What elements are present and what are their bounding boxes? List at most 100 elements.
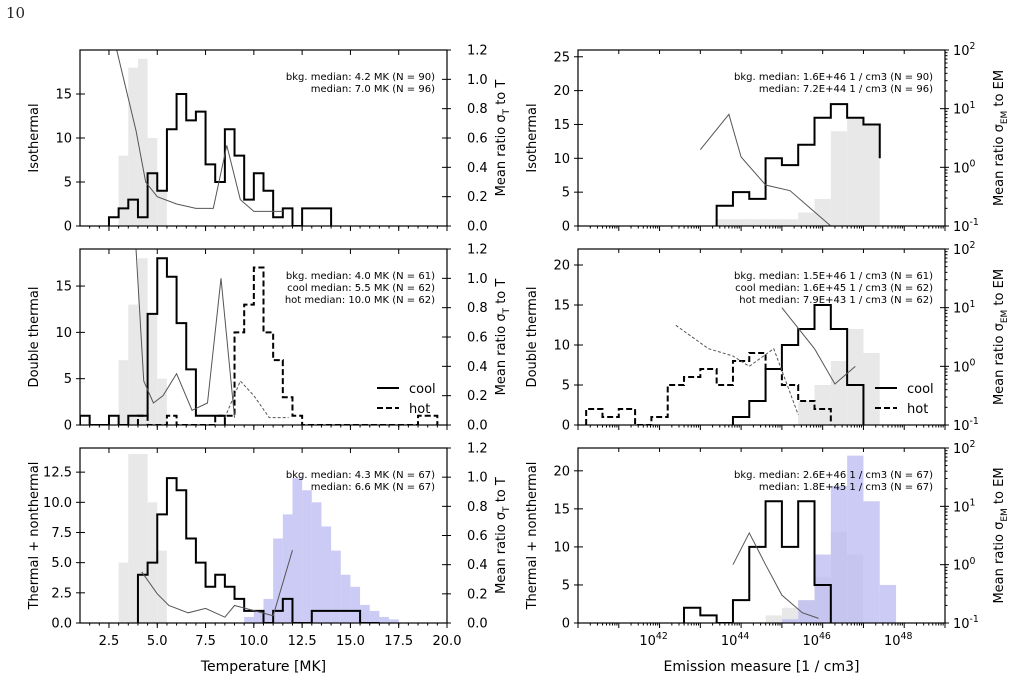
axes-frame	[577, 49, 946, 227]
y2-tick-label: 102	[953, 41, 976, 59]
annotation-text: cool median: 1.6E+45 1 / cm3 (N = 62)	[735, 283, 933, 294]
y2-tick-label: 1.0	[467, 272, 488, 287]
y2-tick-label: 0.0	[467, 617, 488, 632]
step-line-main	[715, 103, 881, 226]
y-axis-label: Isothermal	[27, 103, 42, 172]
hist-bar	[765, 615, 782, 623]
y-axis-label: Isothermal	[525, 103, 540, 172]
legend-label: hot	[907, 402, 928, 417]
y-tick-label: 0.0	[51, 617, 72, 632]
chart-panel-EM-iso: 0 5 10 15 20 25 10-1 100 101 102 Isothermal Mean ra…	[525, 41, 1010, 235]
y2-tick-label: 0.6	[467, 529, 488, 544]
y2-axis-label: Mean ratio σEM to EM	[992, 70, 1010, 206]
y-tick-label: 25	[553, 50, 570, 65]
hist-bar	[814, 385, 831, 425]
y-tick-label: 2.5	[51, 586, 72, 601]
y2-tick-label: 0.4	[467, 558, 488, 573]
hist-bar	[879, 584, 897, 623]
y-tick-label: 5	[562, 186, 570, 201]
y-tick-label: 12.5	[43, 466, 72, 481]
y-tick-label: 15	[553, 118, 570, 133]
annotation-text: median: 7.0 MK (N = 96)	[311, 84, 435, 95]
hist-bar	[830, 486, 848, 623]
hist-bar	[302, 490, 312, 623]
annotation-text: cool median: 5.5 MK (N = 62)	[287, 283, 435, 294]
y2-tick-label: 0.2	[467, 190, 488, 205]
legend-label: hot	[409, 402, 430, 417]
legend-label: cool	[907, 382, 934, 397]
hist-bar	[157, 550, 167, 623]
hist-bar	[350, 586, 361, 623]
x-tick-label: 1046	[802, 631, 830, 649]
y2-tick-label: 0.8	[467, 102, 488, 117]
y-axis-label: Double thermal	[525, 287, 540, 388]
y2-tick-label: 1.0	[467, 471, 488, 486]
y-tick-label: 10.0	[43, 496, 72, 511]
y-tick-label: 20	[553, 464, 570, 479]
y2-tick-label: 0.4	[467, 161, 488, 176]
hist-bar	[128, 454, 138, 623]
chart-panel-T-double: 0 5 10 15 0.0 0.2 0.4 0.6 0.8 1.0 1.2 Double therma…	[27, 243, 512, 434]
y-tick-label: 10	[553, 339, 570, 354]
y-axis-label: Thermal + nonthermal	[27, 462, 42, 611]
annotation-text: median: 1.8E+45 1 / cm3 (N = 67)	[759, 482, 933, 493]
y2-tick-label: 0.6	[467, 132, 488, 147]
hist-bar	[830, 361, 848, 425]
y-tick-label: 0	[64, 220, 72, 235]
y-tick-label: 10	[553, 540, 570, 555]
chart-panel-EM-double: 0 5 10 15 20 10-1 100 101 102 Double thermal Mean …	[525, 240, 1010, 434]
y2-tick-label: 0.2	[467, 389, 488, 404]
y2-axis-label: Mean ratio σT to T	[494, 477, 512, 594]
y-tick-label: 20	[553, 259, 570, 274]
svg-text:Mean ratio σT to T: Mean ratio σT to T	[494, 279, 512, 396]
x-tick-label: 1048	[884, 631, 912, 649]
y2-tick-label: 100	[953, 556, 976, 574]
hist-bar	[863, 124, 880, 226]
plot-area	[585, 304, 880, 425]
x-tick-label: 7.5	[195, 634, 216, 649]
y2-tick-label: 1.2	[467, 44, 488, 59]
hist-bar	[157, 378, 167, 425]
y2-tick-label: 0.0	[467, 220, 488, 235]
x-tick-label: 2.5	[99, 634, 120, 649]
ratio-line	[781, 307, 856, 385]
svg-text:Mean ratio σT to T: Mean ratio σT to T	[494, 80, 512, 197]
hist-bar	[814, 198, 831, 226]
y2-tick-label: 10-1	[953, 217, 979, 235]
hist-bar	[360, 604, 370, 623]
hist-bar	[118, 155, 129, 226]
step-line-main	[107, 93, 333, 226]
x-tick-label: 5.0	[147, 634, 168, 649]
svg-text:Mean ratio σEM to EM: Mean ratio σEM to EM	[992, 70, 1010, 206]
y-tick-label: 15	[55, 88, 72, 103]
x-tick-label: 1042	[639, 631, 667, 649]
annotation-text: bkg. median: 2.6E+46 1 / cm3 (N = 67)	[734, 470, 933, 481]
y-tick-label: 0	[562, 617, 570, 632]
plot-area	[80, 249, 439, 425]
y2-tick-label: 101	[953, 497, 976, 515]
plot-area	[683, 455, 897, 623]
hist-bar	[263, 598, 274, 623]
hist-bar	[128, 304, 138, 425]
y-tick-label: 5	[64, 176, 72, 191]
y-tick-label: 0	[64, 419, 72, 434]
hist-bar	[340, 574, 351, 623]
legend-label: cool	[409, 382, 436, 397]
y2-tick-label: 1.2	[467, 442, 488, 457]
y2-tick-label: 102	[953, 240, 976, 258]
y2-tick-label: 101	[953, 100, 976, 118]
plot-area	[699, 103, 881, 226]
axes-frame	[577, 248, 946, 426]
ratio-line	[135, 249, 236, 418]
axes-frame	[577, 447, 946, 624]
hist-bar	[814, 554, 831, 623]
annotation-text: median: 6.6 MK (N = 67)	[311, 482, 435, 493]
plot-area	[107, 50, 333, 226]
ratio-line	[141, 549, 293, 618]
ratio-line	[116, 50, 283, 212]
x-tick-label: 15.0	[336, 634, 365, 649]
y2-tick-label: 0.4	[467, 360, 488, 375]
annotation-text: bkg. median: 4.3 MK (N = 67)	[286, 470, 435, 481]
hist-bar	[273, 538, 283, 623]
